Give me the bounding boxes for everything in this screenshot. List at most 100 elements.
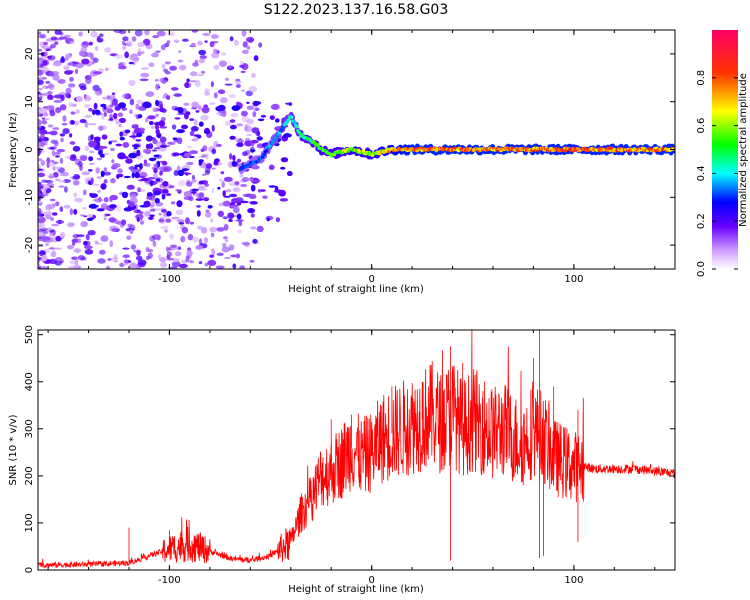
signal-blob: [145, 143, 150, 150]
noise-blob: [38, 168, 44, 171]
noise-blob: [219, 97, 228, 104]
noise-blob: [137, 42, 145, 48]
noise-blob: [198, 49, 207, 56]
signal-blob: [149, 180, 154, 187]
noise-blob: [130, 244, 137, 250]
signal-blob: [196, 210, 201, 217]
ridge-point: [293, 120, 297, 124]
noise-blob: [103, 179, 108, 184]
noise-blob: [52, 166, 56, 171]
noise-blob: [195, 245, 204, 250]
noise-blob: [85, 233, 90, 241]
noise-blob: [171, 261, 181, 267]
noise-blob: [92, 57, 99, 64]
signal-blob: [247, 208, 256, 214]
noise-blob: [228, 244, 235, 251]
signal-blob: [155, 99, 159, 107]
signal-blob: [220, 171, 225, 175]
noise-blob: [232, 206, 240, 214]
noise-blob: [129, 229, 134, 235]
noise-blob: [242, 151, 248, 157]
noise-blob: [52, 74, 60, 81]
noise-blob: [42, 236, 52, 241]
signal-blob: [143, 200, 151, 208]
signal-blob: [273, 189, 283, 193]
noise-blob: [161, 63, 166, 69]
signal-blob: [146, 197, 151, 200]
signal-blob: [166, 210, 172, 217]
noise-blob: [43, 41, 49, 46]
signal-blob: [134, 164, 141, 168]
noise-blob: [77, 161, 83, 168]
noise-blob: [213, 64, 220, 71]
noise-blob: [88, 150, 95, 154]
noise-blob: [139, 78, 149, 82]
noise-blob: [66, 54, 72, 59]
ridge-point: [295, 125, 299, 129]
noise-blob: [38, 125, 42, 129]
noise-blob: [183, 191, 193, 198]
signal-blob: [154, 198, 160, 204]
noise-blob: [193, 119, 198, 126]
noise-blob: [149, 235, 156, 242]
x-tick-label: 100: [564, 575, 583, 586]
noise-blob: [230, 124, 237, 130]
noise-blob: [77, 238, 82, 244]
x-tick-label: -100: [158, 575, 181, 586]
noise-blob: [149, 208, 155, 212]
noise-blob: [248, 86, 258, 93]
signal-blob: [99, 146, 108, 149]
noise-blob: [204, 262, 208, 267]
noise-blob: [191, 42, 196, 47]
noise-blob: [66, 70, 75, 73]
x-tick-label: 100: [564, 274, 583, 285]
noise-blob: [151, 201, 156, 205]
signal-blob: [280, 157, 289, 163]
signal-blob: [162, 181, 169, 187]
signal-blob: [118, 102, 126, 109]
noise-blob: [179, 64, 187, 71]
noise-blob: [144, 162, 151, 167]
noise-blob: [62, 128, 70, 135]
noise-blob: [53, 247, 62, 250]
noise-blob: [40, 142, 45, 147]
noise-blob: [67, 83, 76, 88]
noise-blob: [38, 263, 41, 267]
noise-blob: [217, 89, 226, 94]
noise-blob: [178, 221, 185, 225]
signal-blob: [260, 114, 267, 118]
signal-blob: [236, 202, 242, 206]
signal-blob: [139, 163, 143, 170]
noise-blob: [224, 83, 233, 86]
noise-blob: [245, 90, 253, 97]
noise-blob: [135, 255, 143, 261]
noise-blob: [122, 40, 126, 46]
noise-blob: [246, 105, 254, 111]
noise-blob: [124, 51, 129, 59]
noise-blob: [176, 219, 185, 223]
noise-blob: [103, 217, 107, 220]
noise-blob: [117, 112, 124, 117]
noise-blob: [72, 241, 76, 246]
noise-blob: [67, 62, 74, 66]
signal-blob: [100, 170, 105, 177]
noise-blob: [45, 179, 54, 184]
signal-blob: [108, 217, 117, 223]
signal-blob: [268, 185, 276, 188]
noise-blob: [182, 38, 189, 42]
noise-blob: [190, 126, 199, 132]
noise-blob: [155, 113, 159, 117]
signal-blob: [134, 124, 139, 130]
noise-blob: [196, 205, 201, 208]
spectrogram-y-ticks: -20 -10 0 10 20: [24, 48, 675, 253]
noise-blob: [240, 110, 248, 117]
noise-blob: [88, 162, 96, 165]
noise-blob: [48, 175, 55, 179]
noise-blob: [79, 119, 87, 123]
noise-blob: [55, 166, 61, 170]
ridge-point: [287, 118, 291, 122]
signal-blob: [98, 149, 103, 156]
noise-blob: [189, 260, 194, 264]
ridge-point: [332, 153, 337, 157]
